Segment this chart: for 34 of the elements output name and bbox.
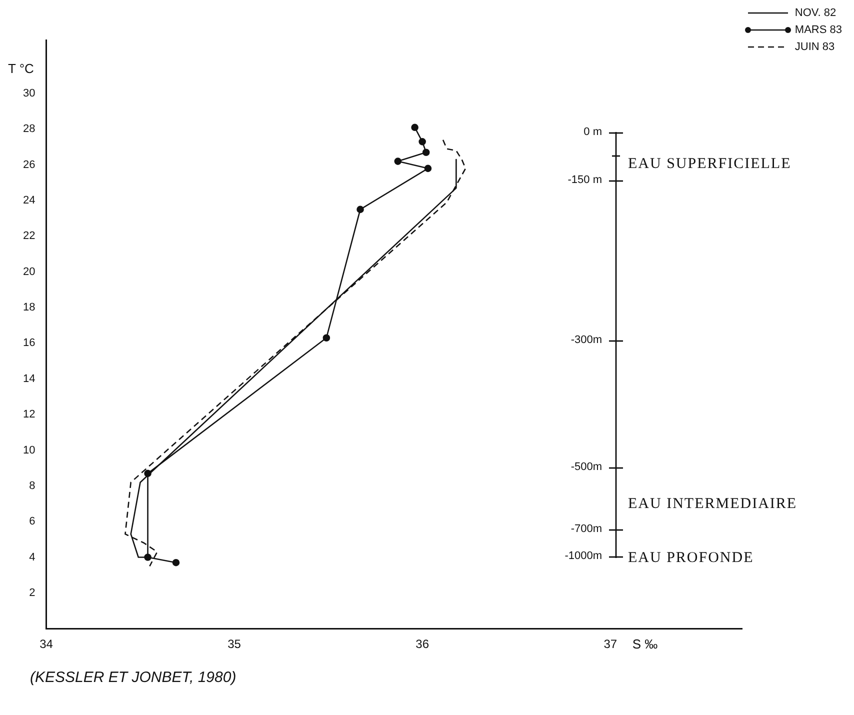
- legend-label: MARS 83: [794, 24, 842, 36]
- y-axis-title: T °C: [8, 61, 34, 76]
- annotation: -700m: [570, 523, 602, 535]
- y-tick-label: 20: [22, 266, 36, 278]
- x-tick-label: 35: [228, 637, 242, 652]
- y-tick-label: 18: [22, 302, 36, 314]
- y-tick-label: 26: [22, 158, 36, 171]
- y-tick-label: 22: [22, 230, 36, 242]
- annotation: -500m: [570, 461, 602, 473]
- x-tick-label: 34: [40, 637, 54, 652]
- annotation: -1000m: [564, 550, 602, 562]
- annotation: -150 m: [566, 174, 602, 186]
- y-tick-label: 24: [22, 194, 36, 207]
- x-tick-label: 36: [416, 637, 430, 652]
- legend-label: JUIN 83: [794, 40, 835, 52]
- x-axis-title: S ‰: [632, 636, 658, 652]
- x-tick-label: 37: [604, 637, 618, 652]
- annotation: EAU INTERMEDIAIRE: [628, 496, 798, 513]
- annotation: 0 m: [582, 126, 602, 138]
- y-tick-label: 28: [22, 123, 36, 136]
- annotation: EAU PROFONDE: [628, 550, 754, 567]
- legend-label: NOV. 82: [794, 6, 836, 18]
- y-tick-label: 6: [29, 516, 36, 528]
- y-tick-label: 4: [29, 551, 36, 564]
- y-tick-label: 14: [22, 372, 36, 385]
- annotation: EAU SUPERFICIELLE: [628, 156, 792, 173]
- text: (KESSLER ET JONBET, 1980): [30, 668, 236, 686]
- y-tick-label: 2: [29, 586, 36, 599]
- y-tick-label: 8: [29, 480, 36, 492]
- annotation: -300m: [570, 334, 602, 346]
- y-tick-label: 10: [22, 444, 36, 456]
- y-tick-label: 12: [22, 408, 36, 421]
- y-tick-label: 30: [22, 88, 36, 100]
- y-tick-label: 16: [22, 337, 36, 350]
